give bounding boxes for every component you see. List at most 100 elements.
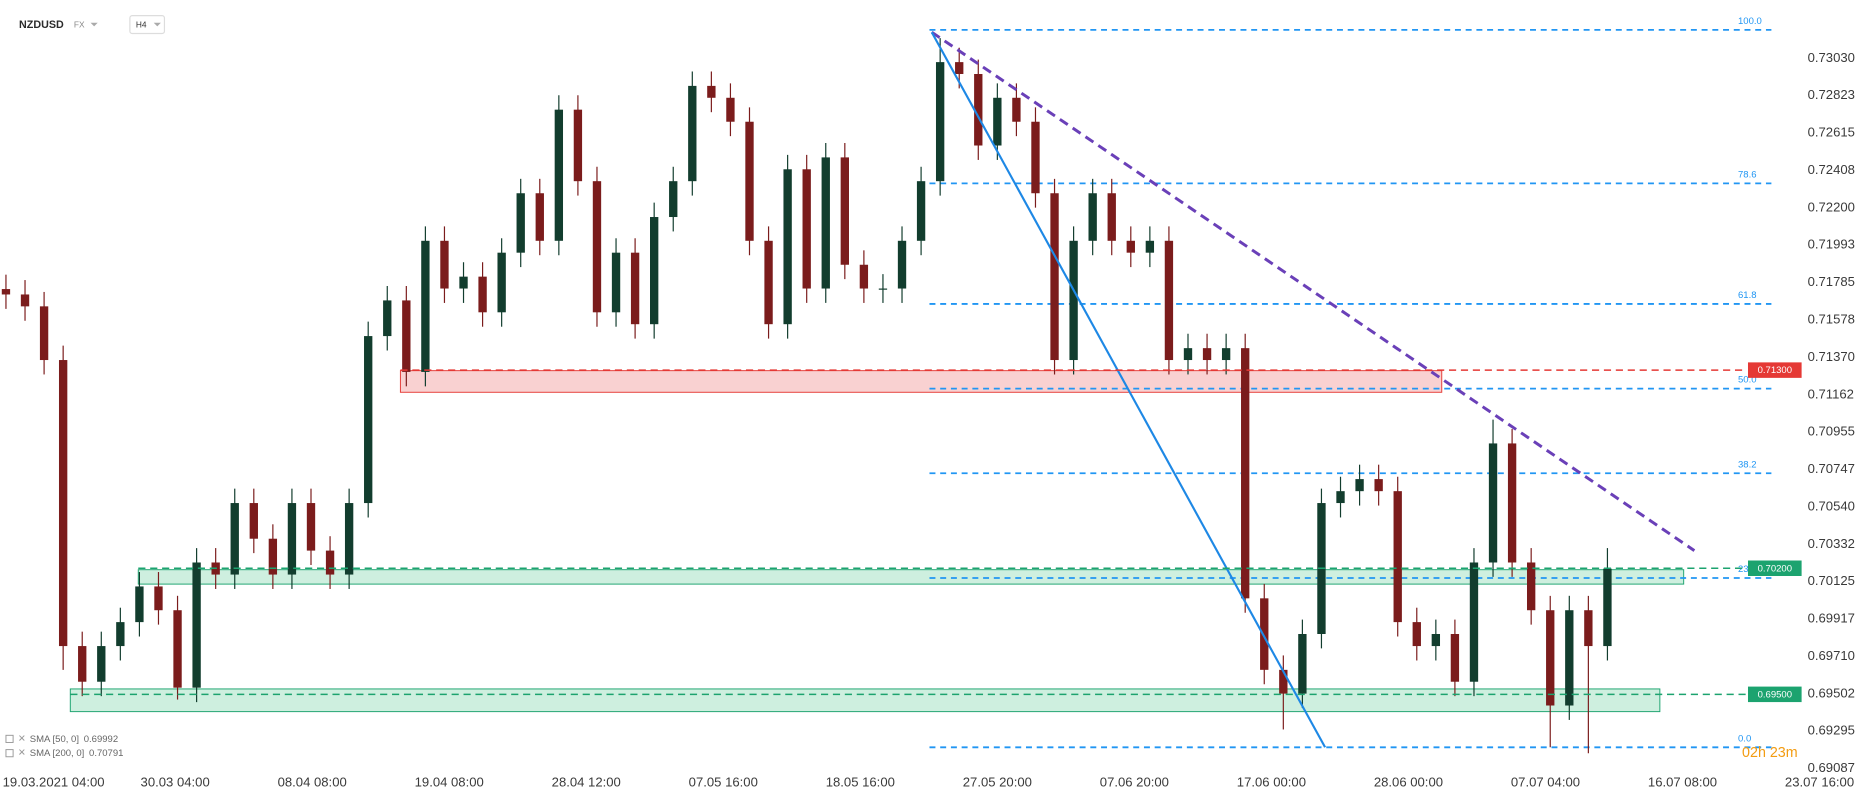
fib-label: 23.6 [1738, 564, 1757, 575]
candle-body [1355, 479, 1364, 492]
x-tick-label: 07.06 20:00 [1100, 774, 1169, 789]
candle-body [364, 336, 373, 504]
level-tag [1747, 560, 1802, 577]
candle-body [440, 240, 449, 289]
candle-body [1374, 479, 1383, 492]
candle-body [1565, 610, 1574, 706]
candle-body [383, 300, 392, 337]
candle-body [630, 252, 640, 325]
candle-body [573, 109, 583, 182]
level-tag [1747, 362, 1802, 378]
indicator-close: ✕ [18, 733, 26, 744]
x-tick-label: 18.05 16:00 [826, 774, 895, 789]
trendline [930, 30, 1696, 552]
candle-body [268, 538, 278, 575]
fib-label: 78.6 [1738, 170, 1757, 181]
x-tick-label: 28.06 00:00 [1374, 774, 1443, 789]
x-tick-label: 19.04 08:00 [415, 774, 484, 789]
candle-body [135, 586, 144, 623]
indicator-icon [5, 749, 14, 758]
x-tick-label: 27.05 20:00 [963, 774, 1032, 789]
indicator-icon [5, 734, 14, 743]
y-tick-label: 0.72200 [1808, 199, 1855, 214]
candle-body [1526, 562, 1536, 611]
y-tick-label: 0.72823 [1808, 87, 1855, 102]
y-tick-label: 0.71993 [1808, 237, 1855, 252]
candle-body [859, 264, 869, 289]
candle-body [783, 169, 792, 325]
candle-body [459, 276, 468, 289]
y-tick-label: 0.71785 [1808, 274, 1855, 289]
candle-body [1126, 240, 1135, 253]
y-tick-label: 0.70540 [1808, 498, 1855, 513]
y-tick-label: 0.71578 [1808, 312, 1855, 327]
candle-body [1488, 443, 1498, 563]
candle-body [1221, 348, 1231, 361]
candle-body [1145, 240, 1155, 253]
dropdown-arrow[interactable] [153, 22, 161, 27]
candle-body [592, 181, 602, 313]
indicator-label: SMA [50, 0] 0.69992 [30, 733, 118, 744]
candle-body [39, 306, 49, 361]
candle-body [1393, 491, 1402, 623]
candle-body [669, 181, 678, 218]
x-tick-label: 16.07 08:00 [1648, 774, 1717, 789]
candle-body [478, 276, 487, 313]
candle-body [1431, 633, 1441, 647]
x-tick-label: 17.06 00:00 [1237, 774, 1306, 789]
candle-body [1546, 610, 1555, 706]
candle-body [97, 646, 106, 682]
candle-body [306, 503, 316, 551]
candle-body [955, 62, 964, 75]
candle-body [1603, 568, 1612, 647]
candle-body [344, 503, 354, 575]
y-tick-label: 0.69087 [1808, 760, 1855, 775]
y-tick-label: 0.69710 [1808, 648, 1855, 663]
candle-body [402, 300, 411, 372]
level-tag-label: 0.71300 [1758, 365, 1792, 376]
candle-body [764, 240, 773, 325]
candle-body [802, 169, 811, 289]
y-tick-label: 0.72615 [1808, 125, 1855, 140]
x-tick-label: 28.04 12:00 [552, 774, 621, 789]
candle-body [688, 85, 697, 182]
candle-body [1260, 598, 1269, 670]
candle-body [897, 240, 907, 289]
candle-body [1164, 240, 1174, 361]
candle-body [1469, 562, 1479, 682]
y-tick-label: 0.69295 [1808, 723, 1855, 738]
fib-label: 61.8 [1738, 290, 1757, 301]
candle-body [1088, 193, 1097, 241]
candle-body [1412, 622, 1421, 647]
candle-body [154, 586, 163, 611]
candle-body [974, 74, 983, 146]
fib-label: 100.0 [1738, 16, 1762, 27]
fib-label: 0.0 [1738, 733, 1751, 744]
candle-body [1, 289, 11, 295]
symbol[interactable]: NZDUSD [19, 19, 64, 31]
candle-body [287, 503, 297, 575]
x-tick-label: 07.05 16:00 [689, 774, 758, 789]
candle-body [707, 85, 716, 98]
candle-body [78, 646, 87, 682]
y-tick-label: 0.70125 [1808, 573, 1855, 588]
zone [69, 688, 1661, 713]
dropdown-arrow[interactable] [90, 22, 98, 27]
indicator-label: SMA [200, 0] 0.70791 [30, 748, 124, 759]
fib-label: 38.2 [1738, 459, 1757, 470]
timeframe[interactable]: H4 [136, 19, 147, 29]
x-tick-label: 30.03 04:00 [141, 774, 210, 789]
candle-body [192, 562, 201, 688]
x-tick-label: 23.07 16:00 [1785, 774, 1854, 789]
y-tick-label: 0.70955 [1808, 424, 1855, 439]
candle-body [1012, 97, 1021, 122]
trendline [930, 31, 1327, 748]
candle-body [821, 157, 830, 289]
indicator-name: SMA [50, 0] [30, 733, 79, 744]
candle-body [1336, 491, 1345, 504]
y-tick-label: 0.69917 [1808, 611, 1855, 626]
indicator-close: ✕ [18, 748, 26, 759]
timeframe-box[interactable] [129, 15, 166, 35]
candle-body [650, 217, 659, 325]
